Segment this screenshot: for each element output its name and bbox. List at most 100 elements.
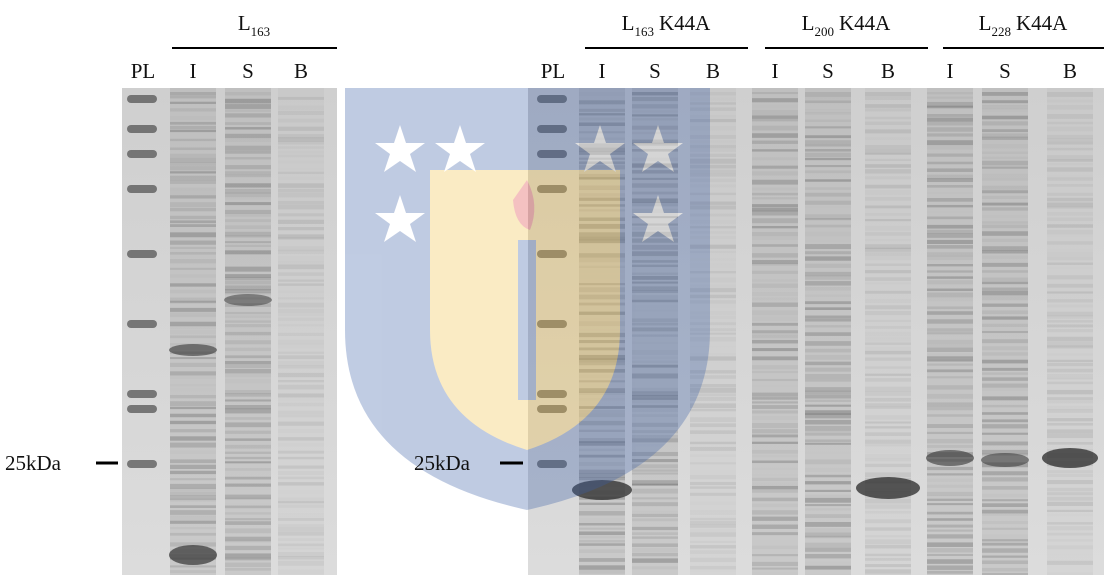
protein-band [927, 485, 973, 488]
protein-band [865, 205, 911, 208]
protein-band [278, 201, 324, 205]
protein-band [690, 570, 736, 572]
protein-band [752, 211, 798, 216]
protein-band [632, 566, 678, 569]
protein-band [865, 357, 911, 360]
protein-band [225, 528, 271, 533]
protein-band [1047, 267, 1093, 269]
lane-label: B [706, 59, 720, 83]
protein-band [1047, 167, 1093, 171]
protein-band [805, 332, 851, 336]
protein-band [170, 565, 216, 567]
protein-band [752, 334, 798, 338]
protein-band [982, 157, 1028, 159]
protein-band [170, 478, 216, 480]
ladder-band [127, 320, 157, 328]
protein-band [752, 532, 798, 535]
protein-band [690, 447, 736, 451]
protein-band [170, 130, 216, 132]
protein-band [982, 543, 1028, 546]
protein-band [632, 469, 678, 471]
protein-band [278, 127, 324, 131]
protein-band [752, 126, 798, 131]
protein-band [278, 318, 324, 321]
protein-band [690, 438, 736, 441]
protein-band [690, 475, 736, 479]
protein-band [1047, 434, 1093, 438]
protein-band [752, 478, 798, 481]
protein-band [278, 97, 324, 100]
protein-band [170, 224, 216, 227]
protein-band [278, 465, 324, 468]
protein-band [1047, 480, 1093, 484]
protein-band [1047, 163, 1093, 165]
protein-band [805, 319, 851, 322]
protein-band [225, 405, 271, 409]
protein-band [278, 303, 324, 308]
protein-band [805, 196, 851, 201]
protein-band [1047, 184, 1093, 186]
protein-band [752, 110, 798, 115]
protein-band [690, 502, 736, 505]
protein-band [927, 418, 973, 420]
protein-band [752, 298, 798, 301]
protein-band [805, 475, 851, 477]
protein-band [982, 296, 1028, 300]
protein-band [1047, 324, 1093, 327]
protein-band [982, 186, 1028, 190]
protein-band [982, 121, 1028, 125]
lane-label: I [599, 59, 606, 83]
protein-band [632, 514, 678, 517]
protein-band [865, 504, 911, 508]
protein-band [278, 183, 324, 188]
protein-band [690, 462, 736, 464]
protein-band [752, 310, 798, 315]
protein-band [170, 122, 216, 125]
protein-band [805, 514, 851, 518]
protein-band [982, 486, 1028, 490]
protein-band [752, 546, 798, 550]
protein-band [927, 233, 973, 238]
protein-band [170, 154, 216, 158]
protein-band [865, 387, 911, 392]
protein-band [225, 192, 271, 197]
protein-band [865, 554, 911, 556]
ladder-band [127, 405, 157, 413]
protein-band [278, 373, 324, 377]
protein-band [982, 100, 1028, 103]
protein-band [927, 121, 973, 125]
protein-band [225, 373, 271, 377]
protein-band [752, 423, 798, 428]
protein-band [170, 116, 216, 120]
protein-band [805, 543, 851, 548]
protein-band [982, 105, 1028, 109]
protein-band [170, 259, 216, 263]
protein-band [982, 221, 1028, 223]
protein-band [805, 504, 851, 506]
protein-band [225, 277, 271, 280]
protein-band [225, 113, 271, 117]
protein-band [805, 405, 851, 407]
protein-band [982, 405, 1028, 407]
protein-band [632, 527, 678, 530]
protein-band [278, 570, 324, 575]
protein-band [982, 388, 1028, 391]
protein-band [278, 146, 324, 148]
protein-band [752, 401, 798, 403]
protein-band [752, 303, 798, 307]
protein-band [805, 239, 851, 242]
protein-band [632, 558, 678, 562]
protein-band [982, 174, 1028, 179]
protein-band [752, 504, 798, 508]
protein-band [1047, 488, 1093, 492]
protein-band [927, 292, 973, 297]
protein-band [278, 556, 324, 559]
strong-band [224, 294, 272, 306]
protein-band [752, 461, 798, 464]
protein-band [1047, 533, 1093, 536]
lane-label: B [881, 59, 895, 83]
protein-band [632, 548, 678, 552]
protein-band [752, 371, 798, 373]
protein-band [927, 240, 973, 244]
protein-band [690, 417, 736, 422]
